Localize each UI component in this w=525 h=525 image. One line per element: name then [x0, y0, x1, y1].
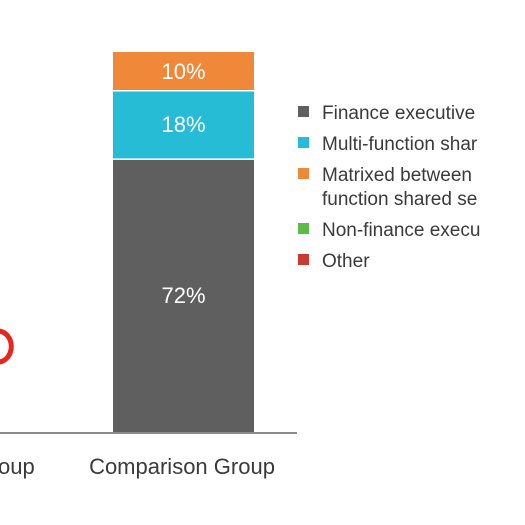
legend-label: function shared se	[322, 189, 477, 210]
legend-swatch	[298, 254, 309, 265]
legend-label: Other	[322, 251, 370, 272]
legend-swatch	[298, 223, 309, 234]
data-label: 10%	[161, 59, 205, 84]
data-label: 72%	[161, 283, 205, 308]
legend: Finance executive Multi-function shar Matr…	[298, 103, 480, 272]
legend-swatch	[298, 106, 309, 117]
data-label: 18%	[161, 112, 205, 137]
bar-segment-matrixed-between-function-shared-se	[113, 52, 254, 90]
segment-labels: 72% 18% 10%	[161, 59, 205, 308]
legend-swatch	[298, 137, 309, 148]
legend-label: Finance executive	[322, 103, 475, 124]
category-label-comparison-group: Comparison Group	[89, 454, 275, 479]
comparison-group-bar	[113, 52, 254, 432]
legend-label: Multi-function shar	[322, 134, 478, 155]
category-label-partial: oup	[0, 454, 35, 479]
legend-label: Matrixed between	[322, 165, 472, 186]
partial-red-marker	[0, 328, 14, 365]
legend-swatch	[298, 168, 309, 179]
bar-segment-multi-function-shar	[113, 91, 254, 159]
legend-label: Non-finance execu	[322, 220, 480, 241]
bar-segment-finance-executive	[113, 159, 254, 432]
